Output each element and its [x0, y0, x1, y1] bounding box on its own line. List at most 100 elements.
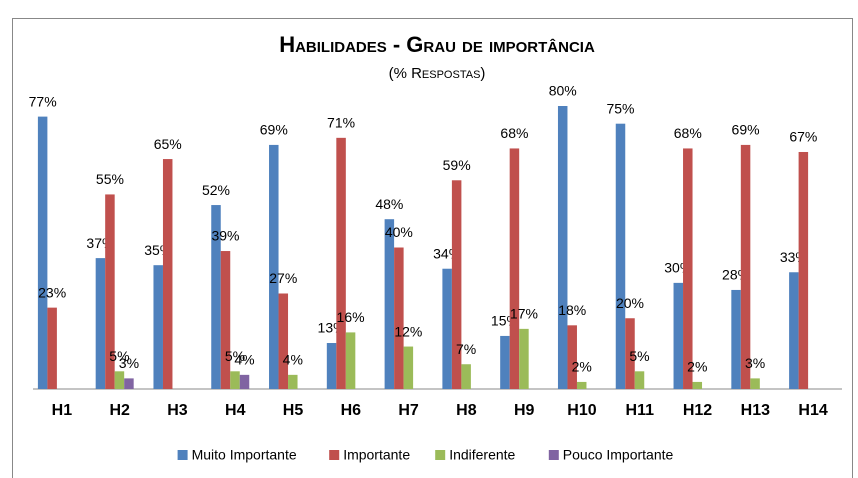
bar [442, 268, 452, 389]
legend-label: Muito Importante [192, 447, 297, 463]
bar [692, 381, 703, 389]
data-label: 71% [327, 115, 355, 131]
data-label: 55% [96, 171, 124, 187]
bar [114, 371, 125, 389]
chart-border [12, 18, 853, 478]
data-label: 69% [732, 122, 760, 138]
legend-swatch [435, 450, 446, 460]
legend-label: Pouco Importante [563, 447, 674, 463]
x-tick-label: H11 [626, 402, 655, 419]
x-tick-label: H5 [283, 402, 304, 419]
bar [740, 144, 751, 389]
x-tick-label: H6 [341, 402, 362, 419]
bar [519, 328, 529, 389]
bar [37, 116, 48, 390]
bar [634, 371, 645, 389]
bar [105, 194, 115, 389]
x-tick-label: H9 [514, 402, 535, 419]
data-label: 69% [260, 122, 288, 138]
bar [278, 293, 289, 389]
bar [509, 148, 520, 389]
data-label: 18% [558, 302, 586, 318]
bar [211, 205, 221, 389]
x-tick-label: H3 [167, 402, 188, 419]
data-label: 3% [745, 355, 765, 371]
data-label: 65% [154, 136, 182, 152]
bar [750, 378, 760, 389]
bar [567, 325, 577, 389]
legend-swatch [177, 450, 188, 460]
bar [336, 137, 346, 389]
data-label: 3% [119, 355, 139, 371]
bar [162, 159, 173, 389]
data-label: 4% [283, 352, 303, 368]
chart-title: Habilidades - Grau de importância [279, 32, 595, 57]
data-label: 4% [234, 352, 254, 368]
x-tick-label: H12 [683, 402, 712, 419]
x-tick-label: H8 [456, 402, 477, 419]
bar [345, 332, 356, 389]
bar [269, 144, 279, 389]
data-label: 2% [572, 359, 592, 375]
bar [403, 346, 414, 389]
data-label: 27% [269, 270, 297, 286]
data-label: 20% [616, 295, 644, 311]
x-tick-label: H10 [567, 402, 596, 419]
data-label: 80% [549, 83, 577, 99]
bar [220, 251, 231, 389]
data-label: 52% [202, 182, 230, 198]
bar [798, 151, 809, 389]
data-label: 7% [456, 341, 476, 357]
x-tick-label: H13 [741, 402, 770, 419]
bar [124, 378, 134, 389]
data-label: 40% [385, 224, 413, 240]
bar [153, 265, 163, 389]
bar [673, 282, 684, 389]
x-tick-label: H1 [52, 402, 73, 419]
legend-label: Importante [343, 447, 410, 463]
bar [683, 148, 693, 389]
bar [95, 258, 106, 389]
data-label: 5% [109, 348, 129, 364]
bar [239, 374, 250, 389]
bar [326, 343, 337, 389]
legend-label: Indiferente [449, 447, 515, 463]
bar [230, 371, 240, 389]
chart-subtitle: (% Respostas) [389, 65, 486, 82]
bar [500, 335, 510, 389]
data-label: 67% [789, 129, 817, 145]
bar [384, 219, 395, 389]
x-tick-label: H7 [398, 402, 419, 419]
bar [288, 374, 298, 389]
bar [47, 307, 57, 389]
data-label: 68% [500, 125, 528, 141]
bar [789, 272, 799, 389]
bar [451, 180, 462, 389]
data-label: 2% [687, 359, 707, 375]
data-label: 12% [394, 323, 422, 339]
data-label: 17% [510, 306, 538, 322]
data-label: 75% [606, 100, 634, 116]
data-label: 5% [629, 348, 649, 364]
data-label: 16% [337, 309, 365, 325]
x-tick-label: H14 [798, 402, 827, 419]
legend-swatch [548, 450, 559, 460]
data-label: 77% [29, 93, 57, 109]
bar [394, 247, 404, 389]
legend-swatch [329, 450, 340, 460]
x-tick-label: H4 [225, 402, 246, 419]
data-label: 68% [674, 125, 702, 141]
bar [625, 318, 635, 389]
data-label: 5% [225, 348, 245, 364]
data-label: 23% [38, 284, 66, 300]
bar [615, 123, 626, 389]
bar [557, 106, 568, 389]
data-label: 48% [375, 196, 403, 212]
data-label: 59% [443, 157, 471, 173]
data-label: 39% [211, 228, 239, 244]
x-tick-label: H2 [109, 402, 130, 419]
bar [731, 289, 741, 389]
bar [576, 381, 587, 389]
bar [461, 364, 471, 389]
